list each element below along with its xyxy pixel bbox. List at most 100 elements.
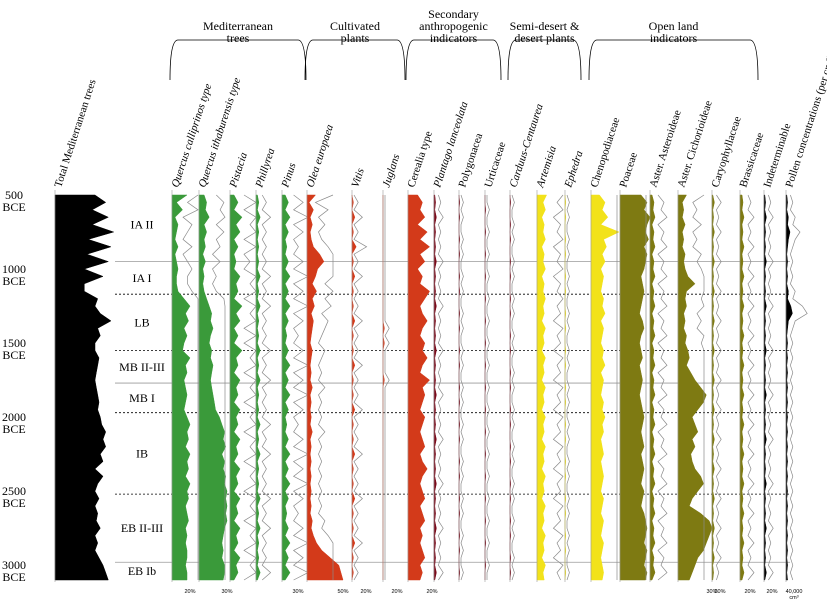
age-tick-unit: BCE bbox=[2, 200, 25, 214]
age-tick-2000: 2000 bbox=[2, 410, 26, 424]
age-tick-1500: 1500 bbox=[2, 336, 26, 350]
taxon-label-polygonacea: Polygonacea bbox=[456, 132, 485, 189]
curve-plantago-lanceolata bbox=[433, 194, 437, 581]
curve-olea-europaea bbox=[306, 194, 344, 581]
taxon-label-pollen-concentrations-per-cm: Pollen concentrations (per cm³) bbox=[783, 53, 827, 189]
taxon-label-pistacia: Pistacia bbox=[227, 150, 250, 189]
group-bracket bbox=[169, 39, 307, 81]
curve-aster-cichorioideae bbox=[677, 194, 713, 581]
group-bracket bbox=[405, 39, 502, 81]
scale-tick: 20% bbox=[426, 589, 437, 595]
curve-exaggeration bbox=[211, 194, 226, 580]
scale-tick: 20% bbox=[766, 589, 777, 595]
group-title-cultivated-plants: plants bbox=[341, 31, 370, 45]
curve-exaggeration bbox=[692, 194, 705, 580]
group-title-mediterranean-trees: Mediterranean bbox=[203, 19, 273, 33]
curve-caryophyllaceae bbox=[711, 194, 715, 581]
group-title-semi-desert-desert-plants: desert plants bbox=[514, 31, 575, 45]
taxon-label-chenopodiaceae: Chenopodiaceae bbox=[588, 116, 622, 189]
curve-exaggeration bbox=[314, 194, 334, 580]
zone-label-eb-ib: EB Ib bbox=[128, 564, 156, 578]
scale-tick: 20% bbox=[184, 589, 195, 595]
curve-exaggeration bbox=[384, 195, 390, 580]
group-title-secondary-anthropogenic-indicators: anthropogenic bbox=[419, 19, 488, 33]
scale-tick: 30% bbox=[221, 589, 232, 595]
curve-exaggeration bbox=[460, 194, 464, 581]
taxon-label-phillyrea: Phillyrea bbox=[253, 146, 277, 190]
age-tick-500: 500 bbox=[5, 188, 23, 202]
taxon-label-ephedra: Ephedra bbox=[562, 149, 586, 190]
zone-labels: IA II IA I LB MB II-III MB I IB EB II-III EB Ib bbox=[119, 218, 165, 578]
zone-label-ib: IB bbox=[136, 446, 148, 460]
curve-aster-asteroideae bbox=[649, 194, 656, 581]
age-tick-unit: BCE bbox=[2, 570, 25, 584]
scale-ticks: 20% 30% 30% 50% 20% 20% 20% 30%20% 20% 20% 40,000c… bbox=[184, 589, 802, 601]
scale-tick: 30% bbox=[706, 589, 717, 595]
taxon-label-total-mediterranean-trees: Total Mediterranean trees bbox=[52, 78, 98, 189]
zone-boundaries bbox=[115, 261, 790, 563]
zone-label-ia-i: IA I bbox=[133, 271, 152, 285]
scale-tick: 40,000 bbox=[786, 589, 803, 595]
curve-exaggeration bbox=[657, 194, 668, 581]
group-bracket bbox=[304, 39, 406, 81]
scale-tick: 50% bbox=[337, 589, 348, 595]
curve-exaggeration bbox=[566, 194, 570, 581]
taxon-label-pinus: Pinus bbox=[279, 161, 298, 189]
curve-poaceae bbox=[619, 194, 651, 581]
curve-artemisia bbox=[536, 194, 547, 581]
scale-tick: 20% bbox=[391, 589, 402, 595]
taxon-label-caryophyllaceae: Caryophyllaceae bbox=[709, 115, 743, 189]
scale-tick: 30% bbox=[292, 589, 303, 595]
curve-cerealia-type bbox=[407, 194, 431, 581]
group-bracket bbox=[507, 39, 582, 81]
curve-exaggeration bbox=[292, 194, 309, 581]
group-bracket bbox=[588, 39, 759, 81]
taxon-label-olea-europaea: Olea europaea bbox=[304, 123, 336, 189]
group-title-semi-desert-desert-plants: Semi-desert & bbox=[510, 19, 580, 33]
curve-pistacia bbox=[229, 194, 243, 581]
curve-chenopodiaceae bbox=[590, 194, 620, 581]
curve-exaggeration bbox=[438, 194, 444, 581]
group-title-cultivated-plants: Cultivated bbox=[330, 19, 380, 33]
age-tick-3000: 3000 bbox=[2, 558, 26, 572]
curve-exaggeration bbox=[552, 194, 564, 581]
scale-tick: cm³ bbox=[789, 595, 798, 601]
zone-label-lb: LB bbox=[134, 315, 149, 329]
curve-phillyrea bbox=[255, 194, 261, 581]
scale-tick: 20% bbox=[744, 589, 755, 595]
zone-label-mb-i: MB I bbox=[129, 391, 155, 405]
taxon-label-poaceae: Poaceae bbox=[617, 151, 640, 189]
age-tick-unit: BCE bbox=[2, 274, 25, 288]
age-tick-unit: BCE bbox=[2, 496, 25, 510]
taxon-labels: Total Mediterranean trees Quercus callipr… bbox=[52, 53, 827, 190]
group-title-open-land-indicators: Open land bbox=[649, 19, 699, 33]
curve-exaggeration bbox=[716, 194, 722, 581]
curve-exaggeration bbox=[261, 194, 272, 581]
curve-exaggeration bbox=[790, 194, 808, 581]
age-tick-unit: BCE bbox=[2, 422, 25, 436]
zone-label-eb-ii-iii: EB II-III bbox=[121, 521, 163, 535]
curve-total-mediterranean-trees bbox=[54, 194, 115, 581]
curve-exaggeration bbox=[486, 195, 490, 580]
group-title-secondary-anthropogenic-indicators: Secondary bbox=[428, 7, 479, 21]
curve-exaggeration bbox=[511, 194, 515, 581]
curve-exaggeration bbox=[243, 194, 257, 581]
curve-exaggeration bbox=[768, 194, 774, 581]
age-tick-2500: 2500 bbox=[2, 484, 26, 498]
taxon-label-urticaceae: Urticaceae bbox=[482, 140, 508, 189]
taxon-label-juglans: Juglans bbox=[380, 153, 402, 189]
curve-quercus-ithaburensis-type bbox=[198, 194, 228, 581]
age-axis: 500BCE1000BCE1500BCE2000BCE2500BCE3000BC… bbox=[2, 188, 26, 584]
scale-tick: 20% bbox=[360, 589, 371, 595]
taxon-label-vitis: Vitis bbox=[349, 167, 366, 189]
curve-exaggeration bbox=[747, 194, 755, 581]
curve-brassicaceae bbox=[739, 194, 745, 581]
curve-exaggeration bbox=[182, 194, 199, 580]
age-tick-1000: 1000 bbox=[2, 262, 26, 276]
curve-quercus-calliprinos-type bbox=[171, 194, 191, 581]
group-title-mediterranean-trees: trees bbox=[227, 31, 250, 45]
zone-label-ia-ii: IA II bbox=[131, 218, 154, 232]
curve-indeterminable bbox=[763, 194, 767, 581]
